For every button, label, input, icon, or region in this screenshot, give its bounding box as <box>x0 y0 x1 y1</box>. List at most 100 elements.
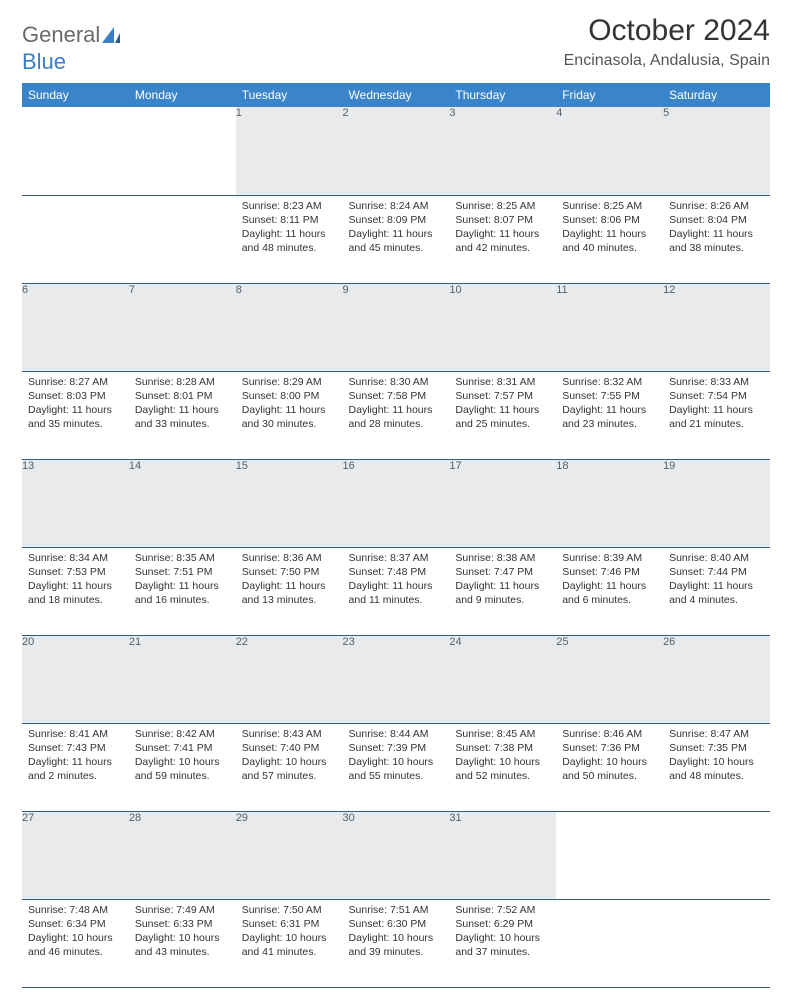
sunrise-text: Sunrise: 7:51 AM <box>349 903 444 917</box>
day-cell: Sunrise: 8:25 AMSunset: 8:06 PMDaylight:… <box>556 195 663 283</box>
location-text: Encinasola, Andalusia, Spain <box>564 52 770 70</box>
daylight-text-1: Daylight: 11 hours <box>135 579 230 593</box>
day-cell-content: Sunrise: 8:34 AMSunset: 7:53 PMDaylight:… <box>22 548 129 612</box>
sunset-text: Sunset: 7:44 PM <box>669 565 764 579</box>
daylight-text-2: and 52 minutes. <box>455 769 550 783</box>
day-cell: Sunrise: 8:43 AMSunset: 7:40 PMDaylight:… <box>236 723 343 811</box>
day-number-cell: 10 <box>449 283 556 371</box>
daylight-text-1: Daylight: 11 hours <box>562 227 657 241</box>
daylight-text-2: and 21 minutes. <box>669 417 764 431</box>
day-number-cell: 22 <box>236 635 343 723</box>
month-title: October 2024 <box>564 14 770 48</box>
day-content-row: Sunrise: 7:48 AMSunset: 6:34 PMDaylight:… <box>22 899 770 987</box>
daylight-text-1: Daylight: 11 hours <box>349 227 444 241</box>
weekday-header-cell: Friday <box>556 83 663 107</box>
daylight-text-1: Daylight: 11 hours <box>669 227 764 241</box>
daylight-text-2: and 35 minutes. <box>28 417 123 431</box>
day-number-cell: 24 <box>449 635 556 723</box>
day-cell-content: Sunrise: 8:42 AMSunset: 7:41 PMDaylight:… <box>129 724 236 788</box>
daylight-text-1: Daylight: 10 hours <box>28 931 123 945</box>
day-cell: Sunrise: 8:37 AMSunset: 7:48 PMDaylight:… <box>343 547 450 635</box>
daylight-text-2: and 37 minutes. <box>455 945 550 959</box>
daylight-text-2: and 9 minutes. <box>455 593 550 607</box>
day-cell: Sunrise: 8:31 AMSunset: 7:57 PMDaylight:… <box>449 371 556 459</box>
sunrise-text: Sunrise: 8:37 AM <box>349 551 444 565</box>
sunset-text: Sunset: 6:31 PM <box>242 917 337 931</box>
day-number-cell: 23 <box>343 635 450 723</box>
day-number-cell: 1 <box>236 107 343 195</box>
sunrise-text: Sunrise: 8:23 AM <box>242 199 337 213</box>
daylight-text-1: Daylight: 11 hours <box>455 579 550 593</box>
sunset-text: Sunset: 8:04 PM <box>669 213 764 227</box>
sunset-text: Sunset: 6:30 PM <box>349 917 444 931</box>
daylight-text-1: Daylight: 11 hours <box>242 227 337 241</box>
daylight-text-2: and 48 minutes. <box>242 241 337 255</box>
sunset-text: Sunset: 8:09 PM <box>349 213 444 227</box>
day-number-cell: 26 <box>663 635 770 723</box>
day-number-row: 6789101112 <box>22 283 770 371</box>
daylight-text-2: and 57 minutes. <box>242 769 337 783</box>
weekday-header: SundayMondayTuesdayWednesdayThursdayFrid… <box>22 83 770 107</box>
sunset-text: Sunset: 7:50 PM <box>242 565 337 579</box>
sunrise-text: Sunrise: 8:28 AM <box>135 375 230 389</box>
daylight-text-1: Daylight: 11 hours <box>562 403 657 417</box>
sunset-text: Sunset: 7:40 PM <box>242 741 337 755</box>
day-cell: Sunrise: 7:52 AMSunset: 6:29 PMDaylight:… <box>449 899 556 987</box>
daylight-text-1: Daylight: 10 hours <box>135 931 230 945</box>
day-cell-content: Sunrise: 8:45 AMSunset: 7:38 PMDaylight:… <box>449 724 556 788</box>
day-cell: Sunrise: 7:50 AMSunset: 6:31 PMDaylight:… <box>236 899 343 987</box>
day-number-cell: 9 <box>343 283 450 371</box>
sunrise-text: Sunrise: 7:48 AM <box>28 903 123 917</box>
day-content-row: Sunrise: 8:27 AMSunset: 8:03 PMDaylight:… <box>22 371 770 459</box>
day-cell-content: Sunrise: 8:33 AMSunset: 7:54 PMDaylight:… <box>663 372 770 436</box>
day-cell: Sunrise: 8:38 AMSunset: 7:47 PMDaylight:… <box>449 547 556 635</box>
sunrise-text: Sunrise: 8:42 AM <box>135 727 230 741</box>
day-cell: Sunrise: 8:42 AMSunset: 7:41 PMDaylight:… <box>129 723 236 811</box>
sunrise-text: Sunrise: 8:30 AM <box>349 375 444 389</box>
day-content-row: Sunrise: 8:34 AMSunset: 7:53 PMDaylight:… <box>22 547 770 635</box>
day-number-cell: 7 <box>129 283 236 371</box>
daylight-text-1: Daylight: 10 hours <box>242 755 337 769</box>
sunset-text: Sunset: 6:29 PM <box>455 917 550 931</box>
day-number-cell <box>22 107 129 195</box>
day-cell-content: Sunrise: 8:27 AMSunset: 8:03 PMDaylight:… <box>22 372 129 436</box>
day-number-cell: 3 <box>449 107 556 195</box>
day-cell-content: Sunrise: 7:48 AMSunset: 6:34 PMDaylight:… <box>22 900 129 964</box>
sunset-text: Sunset: 8:03 PM <box>28 389 123 403</box>
sunrise-text: Sunrise: 8:43 AM <box>242 727 337 741</box>
day-cell <box>556 899 663 987</box>
daylight-text-2: and 46 minutes. <box>28 945 123 959</box>
day-cell: Sunrise: 8:34 AMSunset: 7:53 PMDaylight:… <box>22 547 129 635</box>
day-number-cell: 19 <box>663 459 770 547</box>
day-cell: Sunrise: 8:47 AMSunset: 7:35 PMDaylight:… <box>663 723 770 811</box>
day-cell: Sunrise: 8:36 AMSunset: 7:50 PMDaylight:… <box>236 547 343 635</box>
calendar-table: SundayMondayTuesdayWednesdayThursdayFrid… <box>22 83 770 988</box>
day-number-cell: 6 <box>22 283 129 371</box>
day-number-cell: 4 <box>556 107 663 195</box>
sunrise-text: Sunrise: 7:52 AM <box>455 903 550 917</box>
daylight-text-2: and 55 minutes. <box>349 769 444 783</box>
daylight-text-1: Daylight: 11 hours <box>349 403 444 417</box>
daylight-text-2: and 4 minutes. <box>669 593 764 607</box>
daylight-text-2: and 13 minutes. <box>242 593 337 607</box>
daylight-text-2: and 59 minutes. <box>135 769 230 783</box>
brand-text: General Blue <box>22 22 120 75</box>
brand-part2: Blue <box>22 49 66 74</box>
day-cell-content: Sunrise: 8:46 AMSunset: 7:36 PMDaylight:… <box>556 724 663 788</box>
day-number-row: 2728293031 <box>22 811 770 899</box>
day-cell-content: Sunrise: 8:26 AMSunset: 8:04 PMDaylight:… <box>663 196 770 260</box>
sunrise-text: Sunrise: 8:29 AM <box>242 375 337 389</box>
day-cell-content: Sunrise: 8:31 AMSunset: 7:57 PMDaylight:… <box>449 372 556 436</box>
day-cell-content: Sunrise: 8:43 AMSunset: 7:40 PMDaylight:… <box>236 724 343 788</box>
day-cell: Sunrise: 8:33 AMSunset: 7:54 PMDaylight:… <box>663 371 770 459</box>
day-number-cell: 30 <box>343 811 450 899</box>
sunset-text: Sunset: 7:39 PM <box>349 741 444 755</box>
day-cell-content: Sunrise: 7:50 AMSunset: 6:31 PMDaylight:… <box>236 900 343 964</box>
sunrise-text: Sunrise: 8:25 AM <box>562 199 657 213</box>
daylight-text-1: Daylight: 11 hours <box>669 579 764 593</box>
day-cell: Sunrise: 8:27 AMSunset: 8:03 PMDaylight:… <box>22 371 129 459</box>
day-number-cell: 27 <box>22 811 129 899</box>
sunrise-text: Sunrise: 8:45 AM <box>455 727 550 741</box>
day-cell-content: Sunrise: 7:49 AMSunset: 6:33 PMDaylight:… <box>129 900 236 964</box>
day-cell-content: Sunrise: 7:52 AMSunset: 6:29 PMDaylight:… <box>449 900 556 964</box>
